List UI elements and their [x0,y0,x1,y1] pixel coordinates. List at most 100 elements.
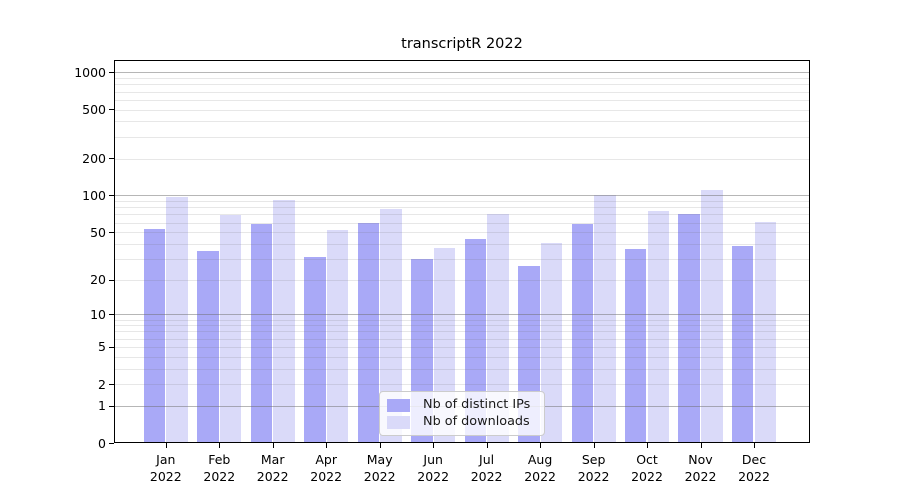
x-tick-year: 2022 [470,469,503,484]
x-tick-mark-may [380,443,381,448]
x-tick-mark-nov [701,443,702,448]
y-tick-mark-1000 [109,72,114,73]
bar-jan-downloads [166,197,188,443]
x-tick-label-apr: Apr 2022 [294,451,358,485]
y-tick-mark-50 [109,232,114,233]
legend-row-distinct-ips: Nb of distinct IPs [387,398,536,412]
x-tick-year: 2022 [738,469,770,484]
legend-swatch-distinct-ips [387,398,410,412]
x-tick-month: Apr [315,452,337,467]
y-tick-mark-500 [109,109,114,110]
bar-sep-downloads [594,195,616,443]
bar-aug-downloads [540,242,563,443]
x-tick-label-oct: Oct 2022 [615,451,679,485]
y-tick-label-5: 5 [98,339,106,355]
x-tick-month: Oct [636,452,658,467]
y-tick-mark-0 [109,443,114,444]
y-tick-label-2: 2 [98,376,106,392]
x-tick-month: Sep [581,452,606,467]
bars-layer [114,60,810,443]
y-tick-mark-20 [109,280,114,281]
bar-mar-downloads [273,200,295,443]
x-tick-month: Dec [741,452,767,467]
legend: Nb of distinct IPs Nb of downloads [379,391,545,436]
x-tick-label-jan: Jan 2022 [134,451,198,485]
bar-may-downloads [380,208,402,443]
y-tick-label-20: 20 [90,272,106,288]
x-tick-month: May [366,452,393,467]
x-tick-mark-aug [540,443,541,448]
legend-label-downloads: Nb of downloads [423,414,530,429]
x-tick-label-may: May 2022 [348,451,412,485]
y-tick-label-0: 0 [98,435,106,451]
x-tick-mark-jan [166,443,167,448]
x-tick-label-dec: Dec 2022 [722,451,786,485]
plot-area: Nb of distinct IPs Nb of downloads [114,60,810,443]
y-tick-label-50: 50 [90,224,106,240]
x-tick-year: 2022 [577,469,610,484]
y-tick-mark-10 [109,314,114,315]
y-tick-label-100: 100 [82,187,106,203]
bar-sep-distinct-ips [571,224,593,443]
y-tick-mark-5 [109,347,114,348]
x-tick-label-jun: Jun 2022 [401,451,465,485]
y-tick-label-1000: 1000 [74,64,106,80]
bar-nov-distinct-ips [678,214,700,443]
x-tick-label-nov: Nov 2022 [669,451,733,485]
y-tick-label-500: 500 [82,102,106,117]
bar-nov-downloads [701,190,723,443]
x-tick-label-mar: Mar 2022 [241,451,305,485]
x-tick-mark-dec [754,443,755,448]
y-tick-mark-200 [109,158,114,159]
bar-jul-downloads [487,214,509,443]
bar-apr-distinct-ips [304,257,326,443]
x-tick-label-aug: Aug 2022 [508,451,572,485]
bar-apr-downloads [326,230,349,443]
y-tick-label-10: 10 [90,306,106,322]
bar-feb-distinct-ips [197,250,219,443]
x-tick-label-jul: Jul 2022 [455,451,519,485]
x-tick-year: 2022 [417,469,450,484]
x-tick-month: Jun [423,452,443,467]
x-tick-month: Jul [479,452,495,467]
x-tick-mark-jul [487,443,488,448]
y-tick-label-200: 200 [82,151,106,166]
bar-dec-downloads [754,221,777,443]
y-tick-mark-1 [109,406,114,407]
x-tick-month: Jan [156,452,176,467]
x-tick-label-sep: Sep 2022 [562,451,626,485]
x-tick-label-feb: Feb 2022 [187,451,251,485]
x-tick-year: 2022 [631,469,663,484]
x-tick-month: Nov [688,452,713,467]
x-tick-year: 2022 [149,469,182,484]
x-tick-year: 2022 [256,469,289,484]
bar-mar-distinct-ips [250,224,273,443]
x-tick-year: 2022 [684,469,717,484]
bar-dec-distinct-ips [731,246,754,443]
y-tick-mark-100 [109,195,114,196]
x-tick-mark-feb [219,443,220,448]
bar-jan-distinct-ips [143,229,166,443]
x-tick-month: Mar [260,452,285,467]
x-tick-mark-mar [273,443,274,448]
x-tick-mark-oct [647,443,648,448]
x-tick-month: Aug [527,452,553,467]
legend-swatch-downloads [387,415,410,429]
legend-row-downloads: Nb of downloads [387,415,536,429]
x-tick-mark-apr [326,443,327,448]
x-tick-year: 2022 [363,469,396,484]
bar-oct-distinct-ips [624,249,647,443]
y-tick-label-1: 1 [98,398,106,414]
x-tick-year: 2022 [310,469,343,484]
x-tick-year: 2022 [203,469,236,484]
x-tick-month: Feb [208,452,231,467]
bar-feb-downloads [219,215,242,443]
chart-title: transcriptR 2022 [401,36,523,52]
x-tick-mark-jun [433,443,434,448]
y-tick-mark-2 [109,384,114,385]
x-tick-mark-sep [594,443,595,448]
bar-may-distinct-ips [357,222,380,443]
x-tick-year: 2022 [524,469,556,484]
bar-oct-downloads [647,211,670,443]
